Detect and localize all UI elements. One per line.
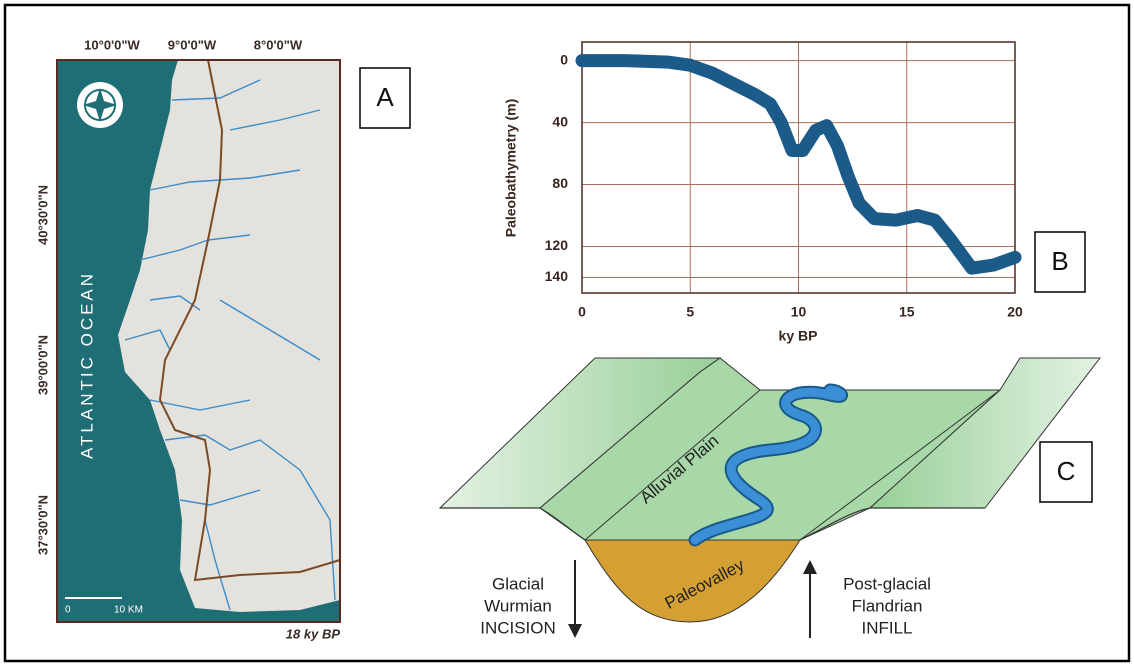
lon-label: 10°0'0"W <box>84 37 140 52</box>
lon-label: 8°0'0"W <box>254 37 303 52</box>
incision-text: Wurmian <box>484 596 552 615</box>
y-axis-label: Paleobathymetry (m) <box>503 99 519 237</box>
scale-start: 0 <box>65 605 71 616</box>
infill-text: Flandrian <box>852 596 923 615</box>
panel-label: A <box>376 82 394 112</box>
x-tick-label: 10 <box>791 304 807 320</box>
panel-label: B <box>1051 246 1068 276</box>
incision-text: INCISION <box>480 618 556 637</box>
y-tick-label: 40 <box>552 113 568 129</box>
y-tick-label: 120 <box>545 237 569 253</box>
lat-label: 39°00'0"N <box>35 335 50 395</box>
infill-text: Post-glacial <box>843 574 931 593</box>
y-tick-label: 80 <box>552 175 568 191</box>
x-tick-label: 20 <box>1007 304 1023 320</box>
infill-text: INFILL <box>861 618 912 637</box>
period-label: 18 ky BP <box>286 626 341 641</box>
scale-end: 10 KM <box>114 605 143 616</box>
ocean-label: ATLANTIC OCEAN <box>77 271 96 459</box>
lat-label: 40°30'0"N <box>35 185 50 245</box>
x-tick-label: 15 <box>899 304 915 320</box>
incision-text: Glacial <box>492 574 544 593</box>
y-tick-label: 140 <box>545 268 569 284</box>
lon-label: 9°0'0"W <box>168 37 217 52</box>
figure: 0 10 KM ATLANTIC OCEAN 10°0'0"W 9°0'0"W … <box>0 0 1134 667</box>
x-tick-label: 5 <box>686 304 694 320</box>
lat-label: 37°30'0"N <box>35 495 50 555</box>
x-tick-label: 0 <box>578 304 586 320</box>
y-tick-label: 0 <box>560 51 568 67</box>
map-panel: 0 10 KM ATLANTIC OCEAN 10°0'0"W 9°0'0"W … <box>35 37 340 641</box>
compass <box>77 82 123 128</box>
x-axis-label: ky BP <box>779 328 818 344</box>
panel-label: C <box>1057 456 1076 486</box>
